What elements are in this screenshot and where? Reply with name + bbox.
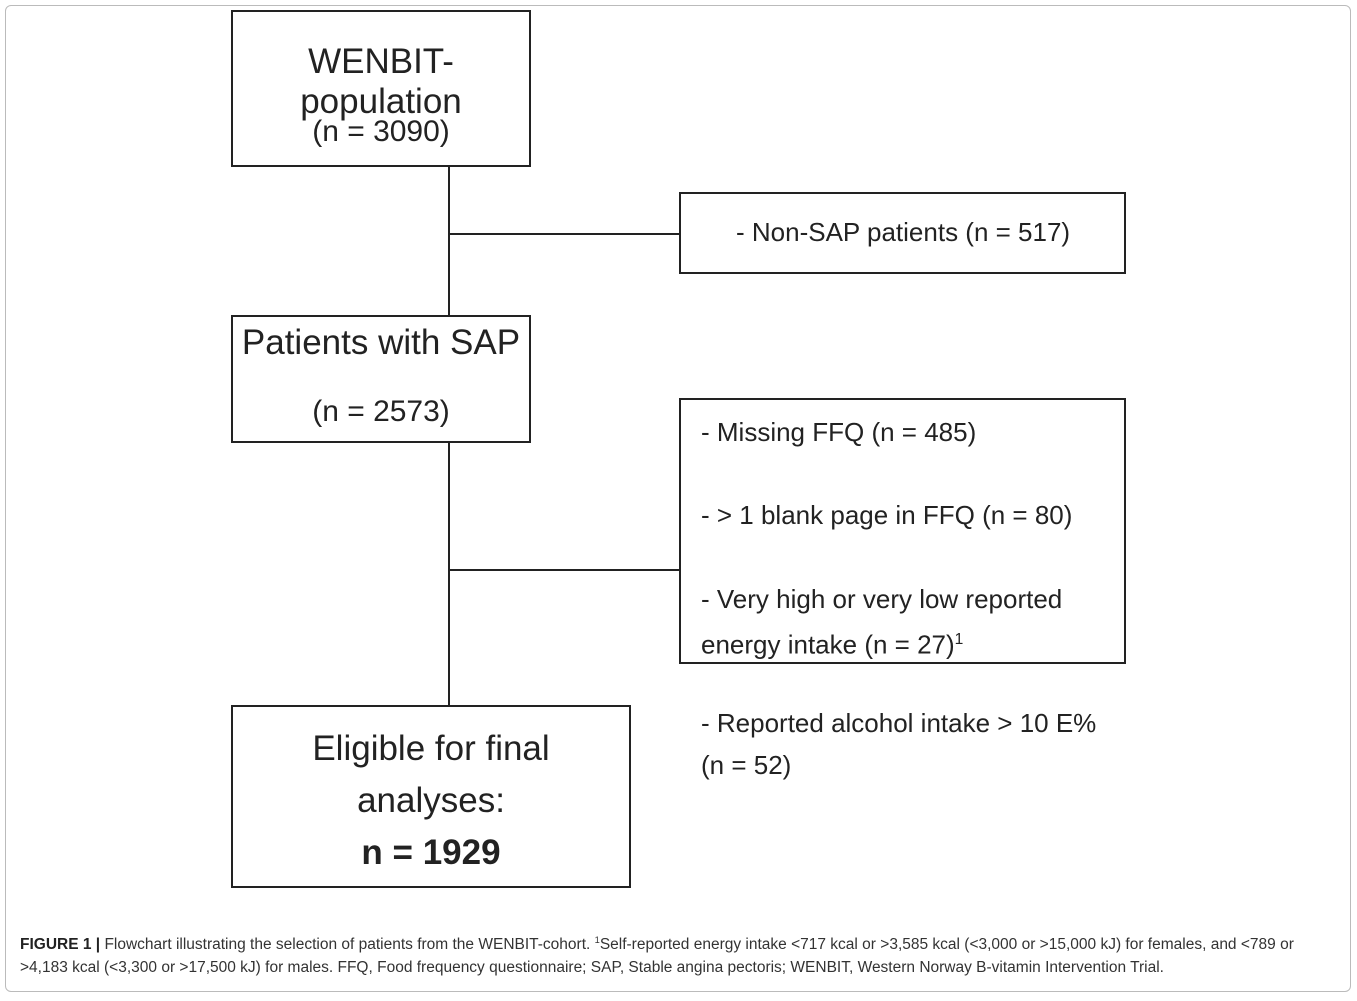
node-title: Eligible for final — [312, 729, 550, 768]
caption-text: Flowchart illustrating the selection of … — [104, 936, 591, 954]
node-title: WENBIT-population — [300, 42, 462, 121]
text: energy intake (n = 27) — [701, 629, 955, 660]
exclusion-item: - Non-SAP patients (n = 517) — [736, 217, 1071, 247]
exclusion-box: - Missing FFQ (n = 485) - > 1 blank page… — [679, 398, 1126, 780]
exclusion-box: - Non-SAP patients (n = 517) — [679, 192, 1126, 274]
node-title: Patients with SAP — [241, 323, 521, 362]
exclusion-item: energy intake (n = 27)1 — [701, 620, 963, 665]
node-count: (n = 3090) — [312, 115, 450, 148]
figure-frame — [5, 5, 1351, 992]
node: WENBIT-population (n = 3090) — [231, 10, 531, 167]
caption-footnote: Self-reported energy intake <717 kcal or… — [20, 936, 1294, 976]
exclusion-item: (n = 52) — [701, 750, 792, 780]
exclusion-item: - Missing FFQ (n = 485) — [701, 417, 977, 447]
node: Patients with SAP (n = 2573) — [231, 315, 531, 443]
node: Eligible for final analyses: n = 1929 — [231, 705, 631, 888]
footnote-mark: 1 — [954, 631, 964, 648]
caption-label: FIGURE 1 | — [20, 936, 101, 954]
caption: FIGURE 1 | Flowchart illustrating the se… — [20, 929, 1338, 979]
node-title: analyses: — [357, 781, 505, 820]
exclusion-item: - Very high or very low reported — [701, 584, 1063, 614]
node-count: (n = 2573) — [312, 395, 450, 428]
footnote-mark: 1 — [594, 935, 600, 945]
exclusion-item: - > 1 blank page in FFQ (n = 80) — [701, 500, 1073, 530]
exclusion-item: - Reported alcohol intake > 10 E% — [701, 708, 1097, 738]
node-count: n = 1929 — [361, 833, 501, 872]
